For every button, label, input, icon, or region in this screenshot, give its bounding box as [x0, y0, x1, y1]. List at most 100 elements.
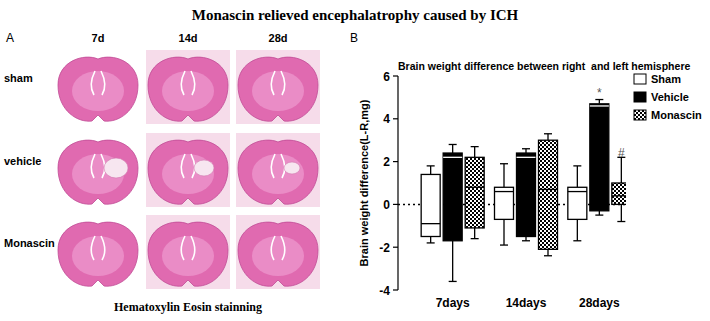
ventricle — [281, 71, 285, 95]
whisker-cap — [573, 165, 581, 166]
box — [612, 183, 626, 204]
lesion — [104, 158, 128, 178]
plot-area — [421, 100, 626, 282]
tissue — [148, 140, 228, 204]
legend-label: Sham — [651, 73, 681, 85]
brain-section — [58, 57, 138, 121]
legend-swatch — [634, 92, 646, 102]
whisker-upper — [452, 144, 453, 153]
slide-background — [146, 50, 230, 124]
brain-section — [58, 222, 138, 286]
tissue-inner — [72, 236, 124, 276]
whisker-upper — [621, 157, 622, 183]
tissue-inner — [252, 236, 304, 276]
whisker-cap — [449, 144, 457, 145]
y-tick — [393, 75, 398, 76]
legend-label: Vehicle — [651, 91, 689, 103]
whisker-cap — [573, 240, 581, 241]
tissue — [238, 222, 318, 286]
whisker-lower — [430, 237, 431, 243]
whisker-cap — [500, 163, 508, 164]
whisker-cap — [544, 255, 552, 256]
whisker-cap — [427, 165, 435, 166]
slide-background — [236, 133, 320, 207]
median — [612, 195, 626, 196]
box — [568, 187, 587, 219]
y-tick — [393, 289, 398, 290]
ventricle — [91, 236, 95, 260]
y-tick-label: -4 — [379, 284, 390, 298]
whisker-lower — [621, 204, 622, 221]
whisker-upper — [430, 166, 431, 175]
row-header: vehicle — [4, 155, 41, 167]
tissue — [238, 57, 318, 121]
x-tick-label: 14days — [506, 296, 547, 310]
whisker-lower — [452, 241, 453, 282]
whisker-lower — [474, 228, 475, 239]
box — [539, 140, 558, 249]
slide-background — [236, 50, 320, 124]
ventricle — [271, 236, 275, 260]
whisker-cap — [595, 214, 603, 215]
y-axis-label: Brain weight difference(L-R,mg) — [358, 99, 370, 266]
tissue-inner — [72, 71, 124, 111]
tissue — [238, 140, 318, 204]
y-tick — [393, 118, 398, 119]
tissue-inner — [252, 154, 304, 194]
ventricle — [191, 236, 195, 260]
row-header: sham — [4, 72, 33, 84]
whisker-cap — [522, 148, 530, 149]
legend-swatch — [634, 74, 646, 84]
panel-label: A — [6, 31, 14, 45]
y-axis — [397, 76, 398, 290]
ventricle — [181, 154, 185, 178]
median — [539, 189, 558, 190]
tissue — [58, 140, 138, 204]
slide-background — [146, 215, 230, 289]
ventricle — [91, 154, 95, 178]
y-tick — [393, 161, 398, 162]
brain-section — [146, 133, 230, 207]
tissue — [58, 57, 138, 121]
whisker-upper — [577, 166, 578, 187]
y-tick — [393, 204, 398, 205]
box — [517, 153, 536, 236]
whisker-lower — [577, 219, 578, 240]
median — [465, 187, 484, 188]
annotation: * — [597, 86, 602, 100]
median — [443, 157, 462, 158]
ventricle — [191, 71, 195, 95]
column-header: 28d — [269, 32, 288, 44]
ventricle — [181, 236, 185, 260]
median — [568, 191, 587, 192]
brain-section — [236, 50, 320, 124]
figure-title: Monascin relieved encephalatrophy caused… — [192, 7, 519, 23]
brain-section — [236, 215, 320, 289]
tissue-inner — [252, 71, 304, 111]
y-tick-label: 4 — [383, 112, 390, 126]
whisker-cap — [471, 238, 479, 239]
ventricle — [101, 71, 105, 95]
box — [495, 187, 514, 219]
lesion — [284, 162, 300, 174]
median — [517, 157, 536, 158]
whisker-lower — [547, 249, 548, 255]
median — [590, 105, 609, 106]
brain-section — [236, 133, 320, 207]
y-tick — [393, 247, 398, 248]
whisker-lower — [503, 219, 504, 245]
whisker-upper — [547, 134, 548, 140]
panel-label: B — [350, 31, 358, 45]
brain-section — [146, 50, 230, 124]
chart-title: Brain weight difference between right an… — [398, 60, 690, 72]
whisker-cap — [617, 221, 625, 222]
tissue-inner — [162, 154, 214, 194]
legend-swatch — [634, 110, 646, 120]
tissue-inner — [162, 236, 214, 276]
slide-background — [146, 133, 230, 207]
y-tick-label: 2 — [383, 155, 390, 169]
legend-label: Monascin — [651, 109, 702, 121]
ventricle — [271, 71, 275, 95]
tissue — [58, 222, 138, 286]
tissue — [148, 222, 228, 286]
